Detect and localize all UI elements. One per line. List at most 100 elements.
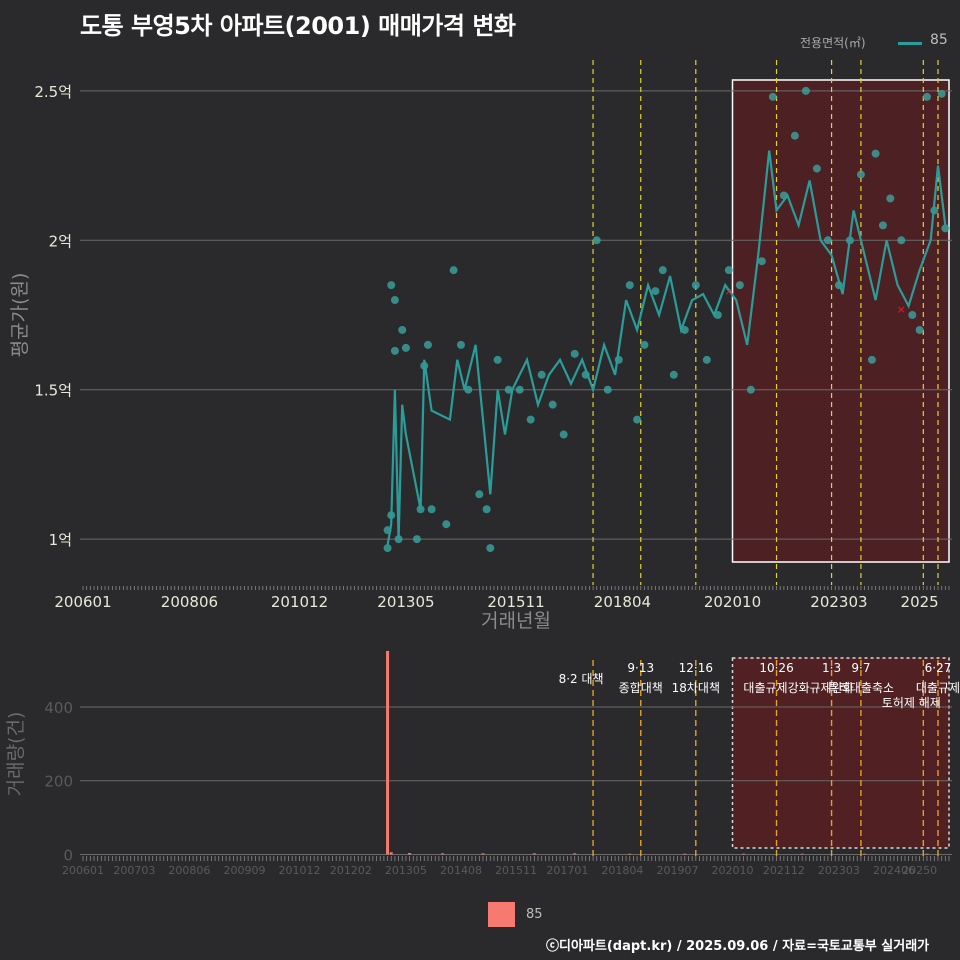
data-point [897, 236, 906, 245]
data-point [390, 346, 399, 355]
volume-y-tick-label: 400 [44, 699, 73, 717]
data-point [669, 370, 678, 379]
event-label-date: 9·7 [851, 661, 870, 675]
data-point [482, 505, 491, 514]
data-point [702, 355, 711, 364]
data-point [886, 194, 895, 203]
data-point [456, 340, 465, 349]
volume-bar [441, 853, 445, 855]
event-label-name: 18차대책 [672, 680, 720, 695]
data-point [908, 311, 917, 319]
cancelled-marker: × [724, 285, 733, 298]
y-tick-label: 1.5억 [34, 382, 72, 400]
legend-bar-series-name: 85 [526, 907, 543, 922]
price-chart: 1억 1.5억 2억 2.5억 200601 200806 201012 201305 2015… [9, 60, 952, 632]
event-label-name: 대출규제 [916, 681, 960, 695]
data-point [449, 266, 458, 275]
event-label-date: 6·27 [925, 661, 952, 675]
data-point [387, 281, 396, 290]
x-tick-label: 201012 [271, 593, 328, 611]
data-point [768, 92, 777, 101]
event-label: 토허제 해제 [882, 696, 941, 710]
data-point [570, 349, 579, 358]
x-tick-label: 2025 [901, 593, 939, 611]
source-footer: ⓒ디아파트(dapt.kr) / 2025.09.06 / 자료=국토교통부 실… [546, 939, 930, 954]
data-point [412, 535, 421, 544]
x-tick-label: 201305 [377, 593, 434, 611]
volume-bar [863, 853, 867, 855]
x-axis-title: 거래년월 [481, 610, 551, 632]
x-tick-label: 202303 [810, 593, 867, 611]
data-point [548, 400, 557, 409]
data-point [603, 385, 612, 394]
event-label-date: 1·3 [822, 661, 841, 675]
data-point [592, 236, 601, 245]
volume-y-axis-title: 거래량(건) [5, 712, 27, 797]
volume-bar [573, 853, 577, 855]
x-tick-label: 200806 [161, 593, 218, 611]
data-point [640, 340, 649, 349]
data-point [427, 505, 436, 514]
chart-title: 도통 부영5차 아파트(2001) 매매가격 변화 [80, 12, 516, 40]
data-point [493, 355, 502, 364]
volume-x-tick-label: 201305 [385, 864, 427, 877]
event-label-date: 9·13 [627, 661, 654, 675]
volume-x-tick-label: 201701 [546, 864, 588, 877]
data-point [442, 520, 451, 529]
data-point [724, 266, 733, 275]
volume-bar [386, 650, 390, 855]
data-point [937, 89, 946, 98]
volume-bar [925, 853, 929, 855]
data-point [915, 325, 924, 334]
legend-line-swatch [898, 42, 922, 45]
volume-x-tick-label: 200703 [113, 864, 155, 877]
volume-bar [742, 853, 746, 855]
data-point [856, 170, 865, 179]
data-point [394, 535, 403, 544]
data-point [867, 355, 876, 364]
data-point [922, 92, 931, 101]
volume-y-tick-label: 200 [44, 773, 73, 791]
data-point [486, 544, 495, 553]
volume-x-tick-label: 200601 [62, 864, 104, 877]
data-point [757, 257, 766, 266]
volume-highlight-region [731, 657, 950, 849]
data-point [823, 236, 832, 245]
data-point [475, 490, 484, 499]
data-point [801, 86, 810, 95]
volume-bar [683, 853, 687, 855]
legend-bar-swatch [488, 902, 515, 927]
y-tick-label: 2.5억 [34, 83, 72, 101]
x-tick-label: 201511 [487, 593, 544, 611]
data-point [871, 149, 880, 158]
data-point [401, 343, 410, 352]
volume-x-tick-label: 201804 [601, 864, 643, 877]
volume-x-tick-label: 201408 [440, 864, 482, 877]
top-legend: 전용면적(㎡) 85 [800, 32, 955, 52]
volume-bar [481, 853, 485, 855]
data-point [398, 325, 407, 334]
data-point [504, 385, 513, 394]
event-label-date: 12·16 [679, 661, 713, 675]
volume-x-tick-label: 201907 [656, 864, 698, 877]
legend-series-name: 85 [930, 32, 948, 48]
volume-bar [800, 853, 804, 855]
event-label-name: 특례대출축소 [828, 681, 894, 695]
volume-bar [408, 852, 412, 855]
volume-x-tick-label: 201012 [279, 864, 321, 877]
data-point [633, 415, 642, 424]
data-point [651, 287, 660, 296]
data-point [746, 385, 755, 394]
volume-x-tick-label: 200909 [223, 864, 265, 877]
event-label-name: 대출규제강화 [743, 681, 809, 695]
data-point [526, 415, 535, 424]
data-point [625, 281, 634, 290]
cancelled-marker: × [897, 303, 906, 316]
volume-x-tick-label: 202112 [763, 864, 805, 877]
volume-bar [628, 853, 632, 855]
data-point [423, 340, 432, 349]
volume-x-tick-label: 200806 [168, 864, 210, 877]
volume-y-tick-label: 0 [63, 846, 73, 864]
event-label-date: 10·26 [759, 661, 793, 675]
